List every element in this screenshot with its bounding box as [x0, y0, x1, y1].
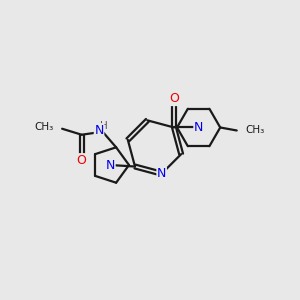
Text: N: N: [106, 158, 115, 172]
Text: N: N: [194, 121, 203, 134]
Text: O: O: [169, 92, 179, 106]
Text: CH₃: CH₃: [245, 125, 264, 136]
Text: CH₃: CH₃: [34, 122, 53, 132]
Text: O: O: [77, 154, 87, 167]
Text: H: H: [100, 121, 108, 131]
Text: N: N: [94, 124, 104, 137]
Text: N: N: [157, 167, 166, 180]
